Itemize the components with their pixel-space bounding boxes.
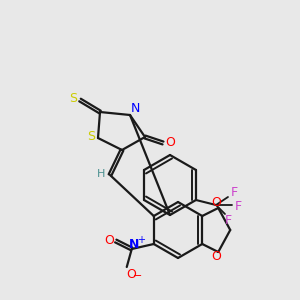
Text: O: O — [126, 268, 136, 281]
Text: O: O — [211, 196, 221, 209]
Text: H: H — [97, 169, 105, 179]
Text: N: N — [130, 103, 140, 116]
Text: O: O — [211, 250, 221, 263]
Text: F: F — [224, 214, 232, 226]
Text: O: O — [104, 233, 114, 247]
Text: +: + — [137, 235, 145, 245]
Text: F: F — [234, 200, 242, 214]
Text: S: S — [87, 130, 95, 143]
Text: S: S — [69, 92, 77, 106]
Text: N: N — [129, 238, 139, 251]
Text: F: F — [230, 187, 238, 200]
Text: −: − — [133, 271, 142, 281]
Text: O: O — [165, 136, 175, 149]
